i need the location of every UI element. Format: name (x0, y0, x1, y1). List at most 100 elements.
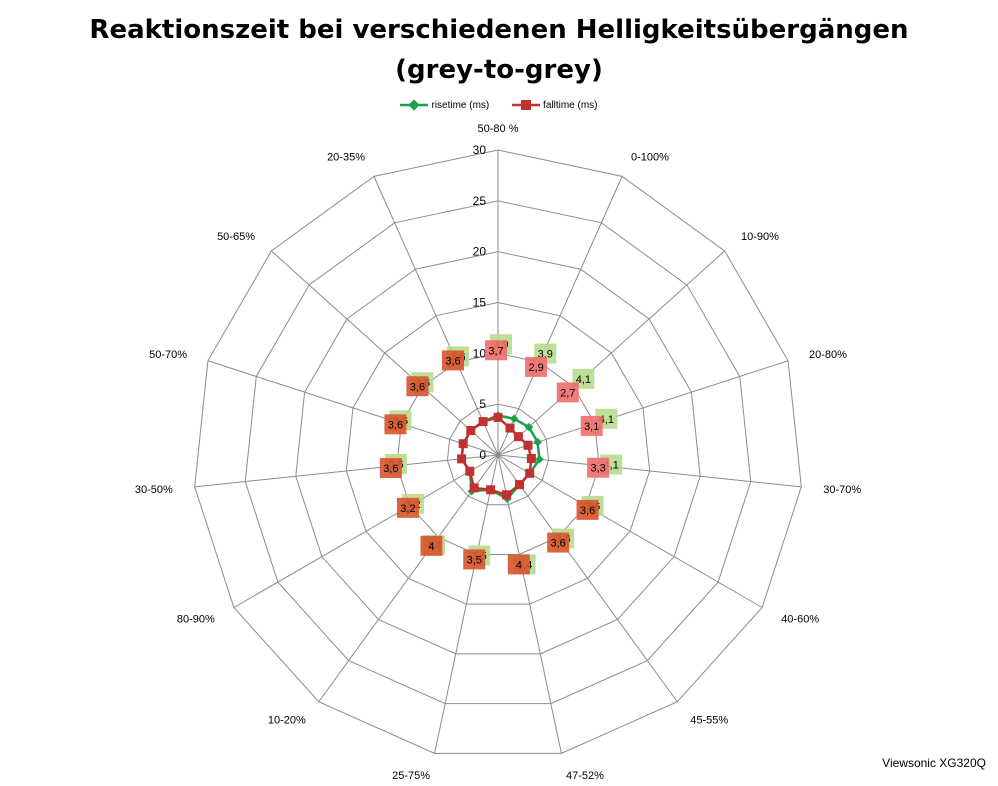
falltime-label-box (384, 414, 407, 435)
grid-spoke (233, 454, 499, 608)
falltime-data-label: 3,6 (551, 538, 566, 550)
chart-title-line2: (grey-to-grey) (395, 55, 603, 85)
category-label: 80-90% (177, 614, 215, 626)
falltime-data-label: 3,7 (488, 345, 503, 357)
grid-spoke (373, 176, 499, 456)
category-label: 50-65% (217, 231, 255, 243)
category-label: 20-80% (809, 349, 847, 361)
grid-spoke (207, 360, 499, 456)
falltime-data-label: 4 (428, 541, 434, 553)
falltime-point (501, 490, 511, 500)
falltime-data-label: 3,3 (590, 463, 605, 475)
falltime-data-label: 2,9 (528, 362, 543, 374)
falltime-label-box (556, 382, 579, 403)
category-label: 40-60% (781, 614, 819, 626)
legend-risetime-marker-icon (400, 99, 429, 112)
falltime-data-label: 3,6 (410, 381, 425, 393)
grid-spoke (497, 454, 763, 608)
falltime-data-label: 4 (516, 559, 522, 571)
falltime-label-box (463, 549, 486, 570)
data-labels: 3,93,94,14,14,13,63,64,43,54,43,23,63,63… (379, 334, 623, 575)
falltime-label-box (379, 458, 402, 479)
grid-spoke (497, 454, 678, 703)
risetime-point (524, 422, 534, 432)
falltime-label-box (507, 554, 530, 575)
falltime-data-label: 3,6 (388, 419, 403, 431)
falltime-point (526, 454, 536, 464)
falltime-data-label: 3,6 (383, 463, 398, 475)
falltime-data-label: 3,2 (400, 503, 415, 515)
category-label: 30-70% (823, 484, 861, 496)
falltime-label-box (441, 350, 464, 371)
falltime-label-box (396, 497, 419, 518)
category-label: 20-35% (327, 151, 365, 163)
grid-ring (244, 200, 752, 705)
falltime-point (523, 440, 533, 450)
category-label: 30-50% (135, 484, 173, 496)
radial-tick-label: 5 (479, 397, 486, 411)
category-label: 47-52% (566, 770, 604, 782)
monitor-model-watermark: Viewsonic XG320Q (882, 756, 986, 770)
legend-falltime-label: falltime (ms) (543, 100, 598, 111)
risetime-point (533, 437, 542, 447)
radial-tick-label: 10 (473, 346, 487, 360)
falltime-data-label: 3,1 (584, 421, 599, 433)
legend-falltime-marker-icon (512, 100, 541, 111)
category-label: 45-55% (690, 715, 728, 727)
category-label: 50-80 % (478, 123, 519, 135)
falltime-point (493, 412, 503, 422)
falltime-point (478, 417, 488, 427)
falltime-point (525, 468, 535, 478)
risetime-point (509, 414, 519, 424)
grid-spoke (318, 454, 499, 703)
falltime-point (466, 426, 476, 436)
falltime-label-box (580, 415, 603, 436)
category-label: 50-70% (149, 349, 187, 361)
category-label: 25-75% (392, 770, 430, 782)
radar-grid (194, 149, 802, 754)
legend-item-falltime: falltime (ms) (512, 100, 598, 111)
falltime-point (465, 466, 475, 476)
category-labels: 50-80 % 0-100% 10-90% 20-80% 30-70% 40-60% 45-… (135, 123, 861, 782)
risetime-data-label: 4,1 (576, 374, 591, 386)
grid-ring (446, 403, 550, 506)
grid-ring (295, 251, 701, 655)
grid-spoke (271, 250, 499, 456)
falltime-point (469, 483, 479, 493)
grid-spoke (497, 454, 562, 754)
chart-title-line1: Reaktionszeit bei verschiedenen Helligke… (89, 15, 909, 45)
falltime-point (486, 485, 496, 495)
risetime-point (535, 455, 544, 464)
category-label: 10-90% (741, 231, 779, 243)
grid-spoke (497, 250, 725, 456)
category-label: 0-100% (631, 151, 669, 163)
radial-tick-label: 15 (473, 296, 487, 310)
falltime-label-box (420, 535, 443, 556)
series-lines (457, 411, 544, 503)
radial-tick-label: 20 (473, 245, 487, 259)
falltime-data-label: 3,5 (467, 554, 482, 566)
grid-ring (194, 149, 802, 754)
radial-tick-label: 30 (473, 143, 487, 157)
falltime-label-box (525, 356, 548, 377)
radial-tick-label: 25 (473, 194, 487, 208)
falltime-label-box (576, 499, 599, 520)
falltime-point (505, 423, 515, 433)
chart-legend: risetime (ms) falltime (ms) (0, 99, 998, 112)
legend-item-risetime: risetime (ms) (400, 99, 489, 112)
falltime-data-label: 3,6 (580, 505, 595, 517)
grid-ring (345, 301, 651, 605)
grid-ring (396, 352, 600, 555)
falltime-label-box (547, 532, 570, 553)
radial-tick-label: 0 (479, 448, 486, 462)
category-label: 10-20% (268, 715, 306, 727)
falltime-label-box (485, 340, 507, 361)
grid-spoke (194, 454, 499, 488)
falltime-label-box (587, 457, 610, 478)
chart-title: Reaktionszeit bei verschiedenen Helligke… (0, 10, 998, 90)
falltime-data-label: 2,7 (560, 387, 575, 399)
falltime-point (515, 480, 525, 490)
falltime-label-box (406, 376, 429, 397)
grid-spoke (497, 176, 623, 456)
